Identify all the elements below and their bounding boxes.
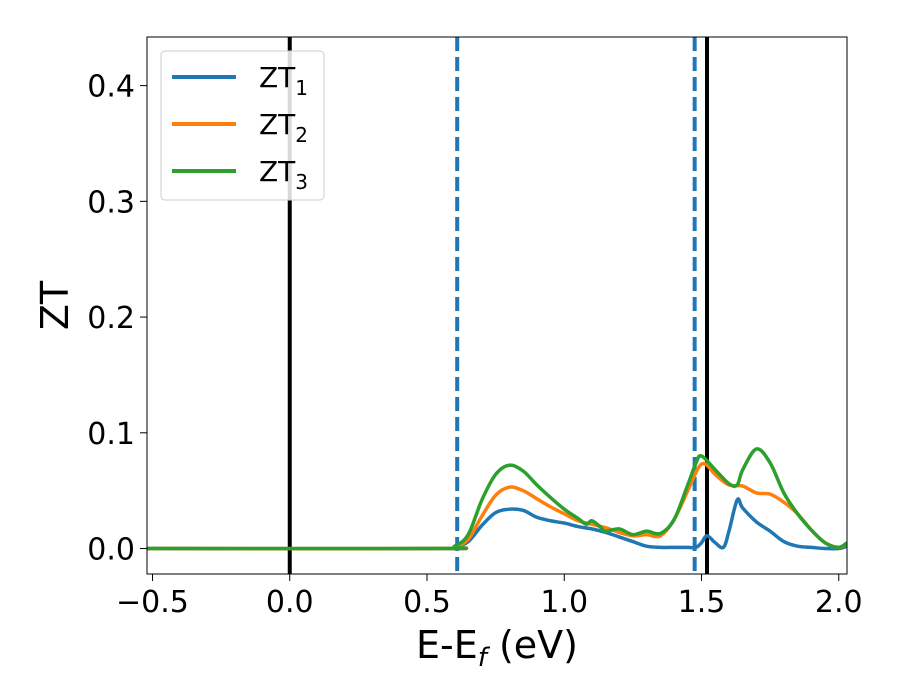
legend-label-2: ZT2 [259,108,308,147]
series-lines [147,447,847,551]
legend-label-3: ZT3 [259,155,308,194]
y-tick-label: 0.1 [87,417,135,452]
y-tick-label: 0.3 [87,185,135,220]
series-line-1 [147,497,847,551]
x-axis: −0.5 0.0 0.5 1.0 1.5 2.0 [116,574,863,620]
x-tick-label: 1.0 [540,585,588,620]
legend: ZT1 ZT2 ZT3 [160,50,325,201]
legend-box [160,50,325,201]
series-line-2 [147,461,847,551]
reference-lines [287,37,709,574]
plot-area-frame [146,36,848,575]
y-axis-title: ZT [33,280,77,330]
y-tick-label: 0.4 [87,70,135,105]
x-axis-title: E-Ef (eV) [416,623,578,673]
x-tick-label: 0.0 [266,585,314,620]
x-tick-label: 0.5 [403,585,451,620]
x-tick-label: −0.5 [116,585,189,620]
x-tick-label: 2.0 [815,585,863,620]
legend-label-1: ZT1 [259,61,308,100]
y-tick-label: 0.2 [87,301,135,336]
series-line-3 [147,447,847,551]
y-tick-label: 0.0 [87,533,135,568]
y-axis: 0.0 0.1 0.2 0.3 0.4 [87,70,147,568]
x-tick-label: 1.5 [678,585,726,620]
